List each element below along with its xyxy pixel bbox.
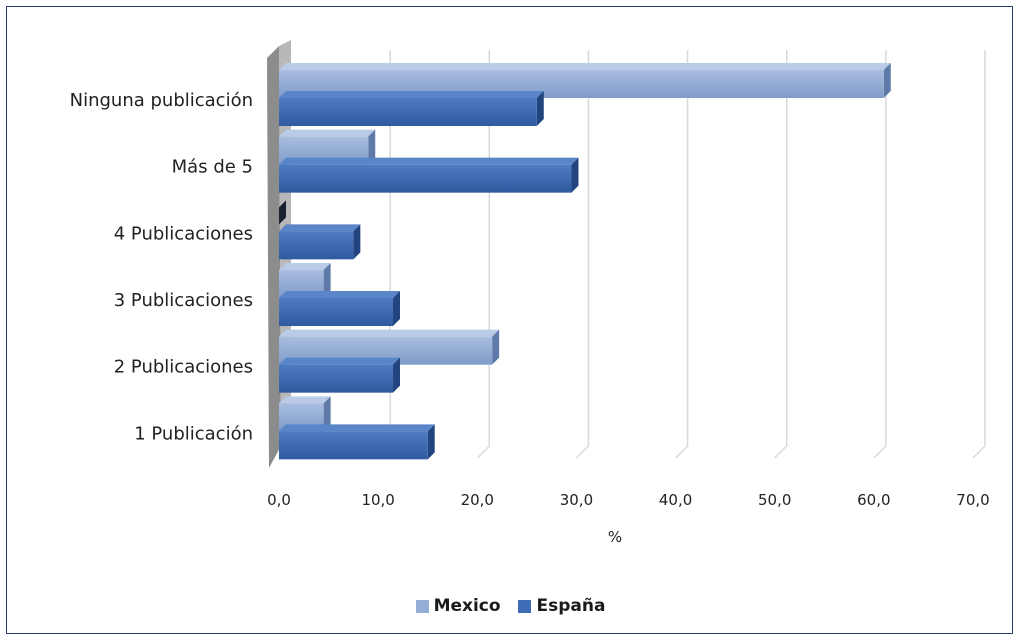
legend-swatch-espana [518,599,532,613]
category-label-mas-de-5: Más de 5 [172,157,253,178]
legend-item-mexico: Mexico [415,596,501,616]
legend-label-espana: España [536,596,606,616]
category-label-1-publicacion: 1 Publicación [134,423,253,444]
category-labels: Ninguna publicación Más de 5 4 Publicacion… [70,90,253,444]
gridline [575,50,590,459]
legend: Mexico España [0,596,1021,618]
bar-espana-4-publicaciones [279,224,361,260]
bar-espana-3-publicaciones [279,291,401,326]
gridline [675,50,689,459]
gridline [873,50,887,459]
gridline [774,50,788,459]
legend-label-mexico: Mexico [433,596,501,616]
bar-espana-mas-de-5 [279,157,579,193]
category-label-2-publicaciones: 2 Publicaciones [114,357,253,378]
x-tick-label: 20,0 [461,491,494,509]
bar-espana-ninguna-publicacion [279,91,544,126]
bars [279,63,891,460]
legend-swatch-mexico [415,599,429,613]
x-tick-label: 60,0 [857,491,890,509]
bar-espana-1-publicacion [279,424,435,460]
x-tick-labels: 0,0 10,0 20,0 30,0 40,0 50,0 60,0 70,0 [267,491,990,509]
x-tick-label: 30,0 [560,491,593,509]
bar-mexico-4-publicaciones [279,200,286,225]
bar-espana-2-publicaciones [279,357,401,393]
axis-wall [267,46,281,468]
x-tick-label: 40,0 [659,491,692,509]
x-tick-label: 70,0 [956,491,989,509]
x-tick-label: 0,0 [267,491,291,509]
x-tick-label: 50,0 [758,491,791,509]
x-tick-label: 10,0 [361,491,394,509]
category-label-ninguna-publicacion: Ninguna publicación [70,90,253,111]
legend-item-espana: España [518,596,605,616]
x-axis-title: % [608,528,622,546]
category-label-3-publicaciones: 3 Publicaciones [114,290,253,311]
gridline [972,50,986,459]
category-label-4-publicaciones: 4 Publicaciones [114,223,253,244]
